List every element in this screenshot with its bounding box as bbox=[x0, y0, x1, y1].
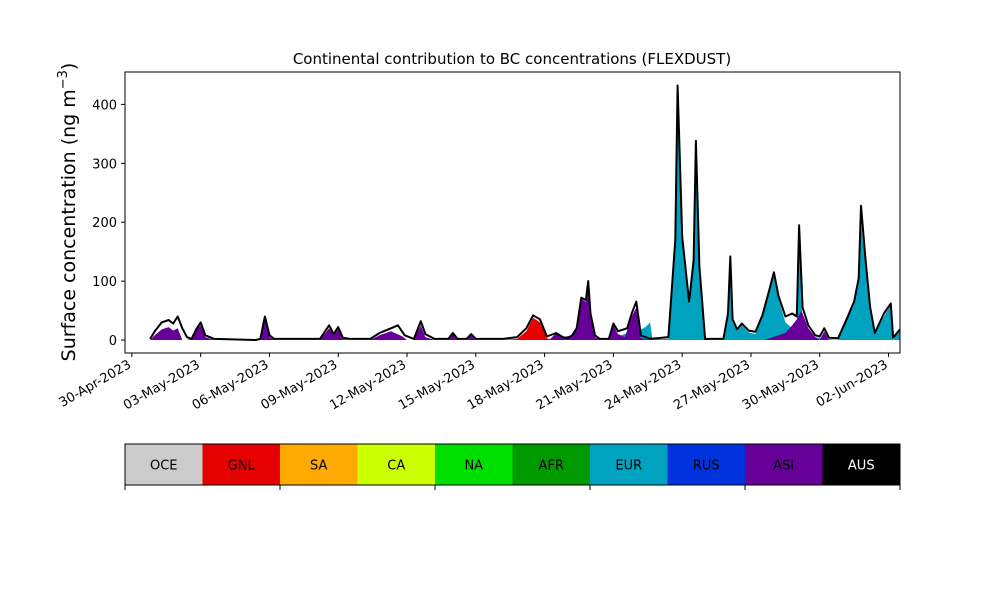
colorbar-swatch-afr bbox=[512, 444, 590, 485]
y-tick-label: 300 bbox=[92, 157, 117, 172]
chart-title: Continental contribution to BC concentra… bbox=[293, 50, 731, 68]
colorbar-label: GNL bbox=[228, 459, 256, 474]
plot-area bbox=[149, 84, 900, 341]
colorbar-swatch-aus bbox=[822, 444, 900, 485]
colorbar-label: CA bbox=[387, 459, 405, 474]
colorbar-legend: OCE GNL SA CA NA AFR EUR RUS ASI AUS bbox=[124, 443, 901, 490]
plot-frame bbox=[124, 71, 901, 354]
series-area-eur bbox=[604, 86, 900, 340]
colorbar-swatch-gnl bbox=[202, 444, 280, 485]
y-axis-label-close: ) bbox=[58, 63, 80, 70]
y-axis-label-main: Surface concentration (ng m bbox=[58, 89, 80, 361]
y-axis-label-exponent: −3 bbox=[56, 70, 71, 89]
colorbar-swatch-na bbox=[435, 444, 513, 485]
x-tick-label: 09-May-2023 bbox=[259, 357, 341, 413]
x-tick-label: 15-May-2023 bbox=[396, 357, 478, 413]
colorbar-swatch-eur bbox=[590, 444, 668, 485]
colorbar-label: ASI bbox=[773, 459, 794, 474]
colorbar-swatch-rus bbox=[667, 444, 745, 485]
colorbar-label: RUS bbox=[693, 459, 720, 474]
x-tick-label: 30-May-2023 bbox=[740, 357, 822, 413]
colorbar-swatch-asi bbox=[745, 444, 823, 485]
x-tick-label: 21-May-2023 bbox=[534, 357, 616, 413]
x-tick-label: 12-May-2023 bbox=[327, 357, 409, 413]
colorbar-label: AUS bbox=[848, 459, 875, 474]
y-tick-label: 200 bbox=[92, 216, 117, 231]
colorbar-label: NA bbox=[464, 459, 483, 474]
y-axis: 0 100 200 300 400 bbox=[92, 98, 125, 349]
x-tick-label: 02-Jun-2023 bbox=[814, 357, 891, 410]
y-tick-label: 400 bbox=[92, 98, 117, 113]
total-concentration-line bbox=[149, 84, 900, 341]
y-tick-label: 100 bbox=[92, 275, 117, 290]
colorbar-label: OCE bbox=[150, 459, 178, 474]
colorbar-label: SA bbox=[310, 459, 327, 474]
x-tick-label: 27-May-2023 bbox=[671, 357, 753, 413]
colorbar-label: AFR bbox=[539, 459, 564, 474]
colorbar-swatch-sa bbox=[280, 444, 358, 485]
series-area-gnl bbox=[503, 317, 827, 340]
x-axis: 30-Apr-202303-May-202306-May-202309-May-… bbox=[57, 353, 891, 413]
colorbar-label: EUR bbox=[615, 459, 642, 474]
x-tick-label: 06-May-2023 bbox=[190, 357, 272, 413]
x-tick-label: 03-May-2023 bbox=[121, 357, 203, 413]
y-tick-label: 0 bbox=[109, 334, 117, 349]
x-tick-label: 18-May-2023 bbox=[465, 357, 547, 413]
x-tick-label: 24-May-2023 bbox=[602, 357, 684, 413]
colorbar-swatch-ca bbox=[357, 444, 435, 485]
colorbar-swatch-oce bbox=[125, 444, 203, 485]
colorbar-frame bbox=[124, 443, 901, 486]
y-axis-label: Surface concentration (ng m−3) bbox=[56, 63, 80, 362]
